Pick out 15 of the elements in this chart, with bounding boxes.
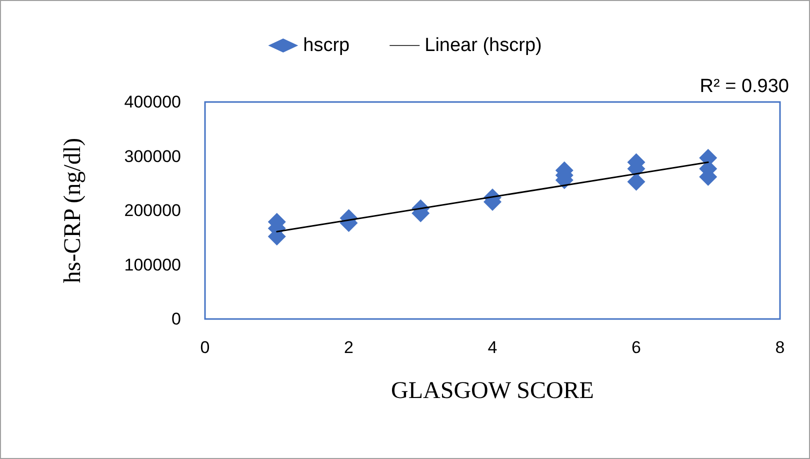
y-axis-title: hs-CRP (ng/dl)	[60, 138, 86, 284]
legend-label: hscrp	[303, 35, 350, 56]
y-tick-label: 400000	[124, 92, 181, 112]
x-axis-title: GLASGOW SCORE	[391, 378, 594, 404]
x-tick-label: 4	[488, 338, 498, 357]
y-tick-label: 200000	[124, 201, 181, 220]
y-tick-label: 300000	[124, 146, 181, 166]
y-tick-label: 0	[172, 310, 181, 328]
legend-label: Linear (hscrp)	[424, 35, 542, 56]
x-tick-label: 8	[775, 338, 785, 357]
text: R² = 0.930	[700, 76, 789, 97]
x-tick-label: 2	[344, 338, 354, 357]
x-tick-label: 0	[200, 338, 210, 357]
y-tick-label: 100000	[124, 255, 181, 274]
x-tick-label: 6	[632, 338, 641, 357]
